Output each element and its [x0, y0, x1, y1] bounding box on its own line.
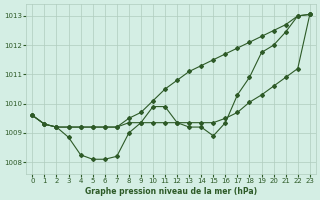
- X-axis label: Graphe pression niveau de la mer (hPa): Graphe pression niveau de la mer (hPa): [85, 187, 257, 196]
